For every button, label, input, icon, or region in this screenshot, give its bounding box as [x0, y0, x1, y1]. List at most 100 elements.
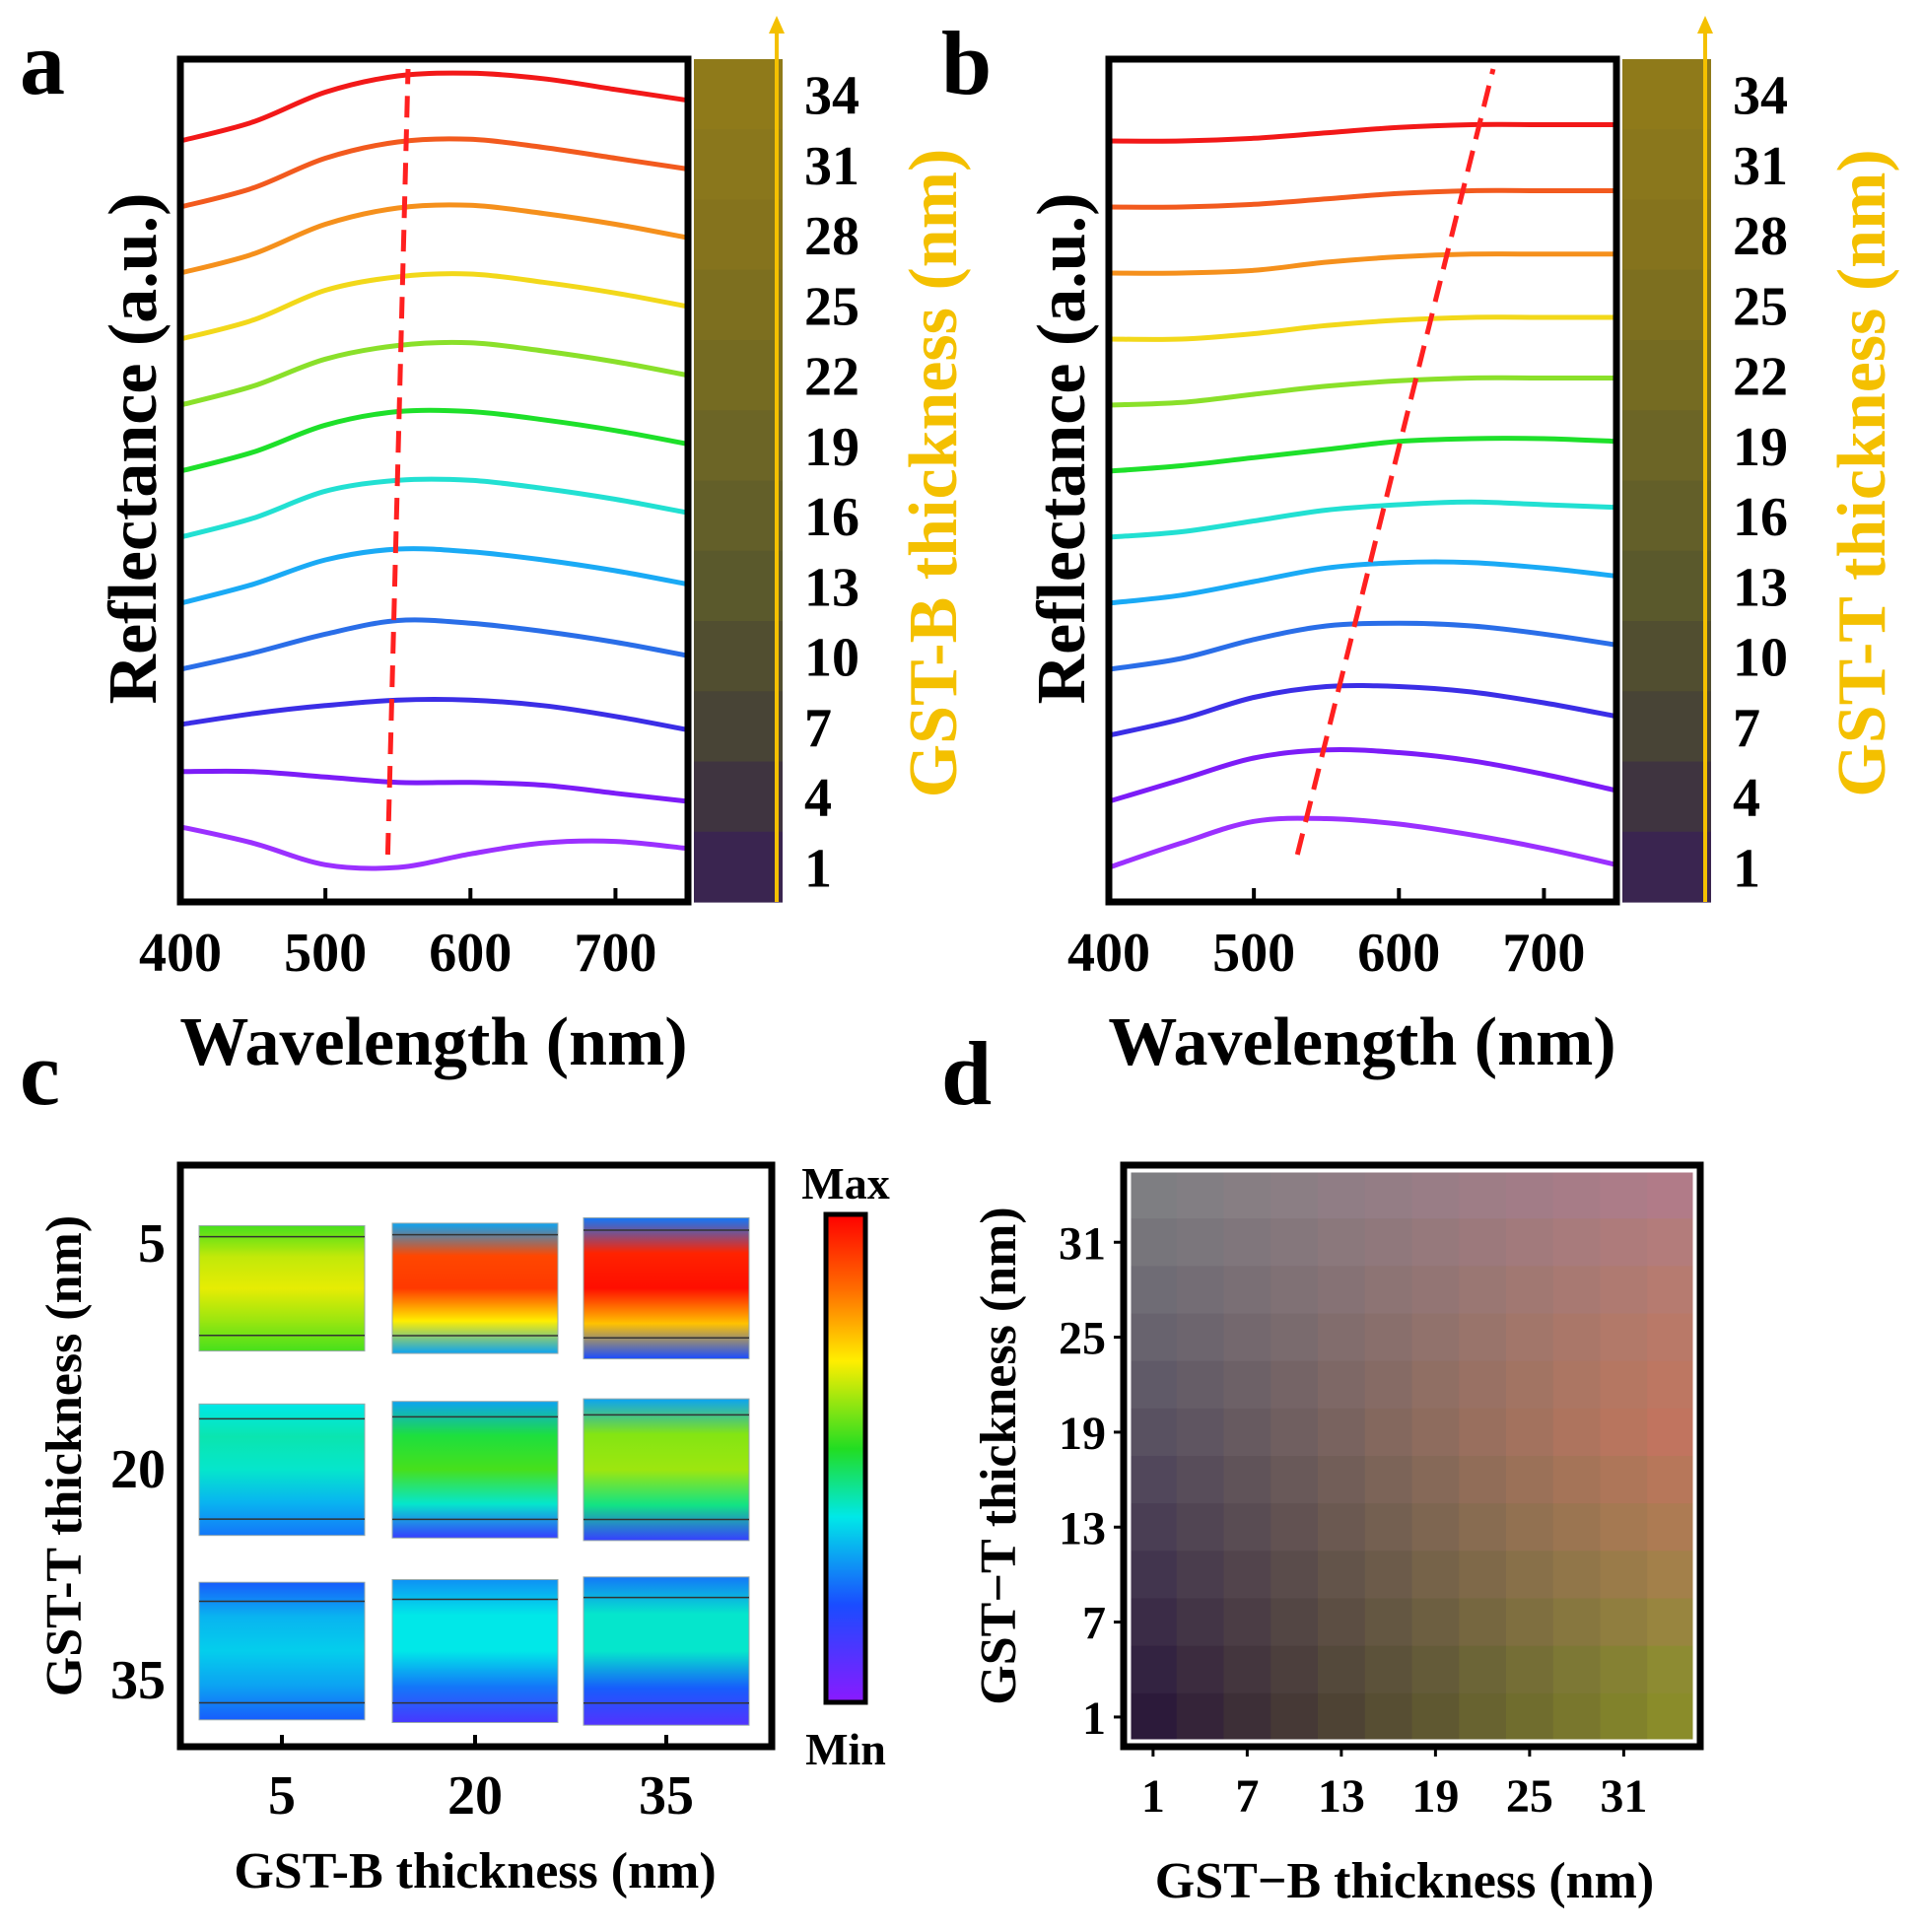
panel-c-cell-t20-b35 [583, 1398, 750, 1542]
a-colorbar-tick-19: 19 [804, 417, 859, 478]
panel-a-trend-line [384, 68, 411, 856]
panel-d-cell-t4-b1 [1130, 1645, 1178, 1694]
panel-d-cell-t1-b13 [1318, 1692, 1366, 1742]
panel-d-cell-t34-b34 [1647, 1171, 1695, 1219]
a-colorbar-segment-1 [694, 831, 783, 903]
panel-d-cell-t19-b22 [1459, 1408, 1507, 1457]
panel-d-xtick-1: 1 [1141, 1770, 1165, 1823]
panel-d-cell-t10-b13 [1318, 1551, 1366, 1600]
panel-d-cell-t4-b31 [1600, 1645, 1648, 1694]
panel-c-cell-t5-b20 [391, 1222, 559, 1354]
panel-c-cell-t5-b5 [198, 1224, 366, 1352]
panel-d-cell-t31-b25 [1506, 1218, 1554, 1267]
panel-c-ytick-20: 20 [110, 1439, 166, 1500]
panel-c-colorbar-min: Min [805, 1724, 886, 1774]
panel-d-cell-t25-b34 [1647, 1313, 1695, 1362]
panel-a-x-axis-title: Wavelength (nm) [179, 1004, 687, 1080]
a-colorbar-tick-31: 31 [804, 136, 859, 197]
panel-d-cell-t28-b25 [1506, 1266, 1554, 1315]
panel-d-cell-t34-b1 [1130, 1171, 1178, 1219]
b-colorbar-segment-34 [1622, 59, 1711, 130]
panel-c-cell-t35-b5 [198, 1581, 366, 1721]
b-series-31 [1108, 187, 1616, 210]
a-colorbar-tick-28: 28 [804, 206, 859, 267]
panel-d-cell-t16-b19 [1411, 1456, 1460, 1504]
panel-d-cell-t1-b1 [1130, 1692, 1178, 1742]
a-colorbar-tick-13: 13 [804, 557, 859, 618]
a-xtick-label-400: 400 [139, 923, 222, 984]
panel-d-cell-t19-b13 [1318, 1408, 1366, 1457]
panel-d-ytick-1: 1 [1082, 1692, 1106, 1745]
b-colorbar-tick-4: 4 [1733, 768, 1760, 829]
panel-d-cell-t19-b19 [1411, 1408, 1460, 1457]
panel-d-cell-t4-b25 [1506, 1645, 1554, 1694]
panel-d-cell-t19-b34 [1647, 1408, 1695, 1457]
b-colorbar-segment-19 [1622, 410, 1711, 482]
panel-d-cell-t28-b1 [1130, 1266, 1178, 1315]
panel-d-cell-t22-b10 [1271, 1360, 1319, 1410]
panel-d-cell-t7-b34 [1647, 1598, 1695, 1647]
panel-d-cell-t4-b16 [1364, 1645, 1413, 1694]
a-colorbar-segment-34 [694, 59, 783, 130]
a-colorbar-tick-16: 16 [804, 487, 859, 548]
b-colorbar-segment-25 [1622, 269, 1711, 341]
panel-d-cell-t16-b7 [1223, 1456, 1271, 1504]
panel-d-cell-t10-b4 [1176, 1551, 1225, 1600]
panel-d-cell-t13-b28 [1552, 1503, 1602, 1552]
panel-d-cell-t25-b10 [1271, 1313, 1319, 1362]
panel-d-cell-t7-b31 [1600, 1598, 1648, 1647]
panel-d-cell-t7-b25 [1506, 1598, 1554, 1647]
b-series-7 [1108, 682, 1617, 738]
panel-a-arrow-head [769, 16, 785, 34]
panel-d-cell-t16-b34 [1647, 1456, 1695, 1504]
panel-b-y-axis-title: Reflectance (a.u.) [1024, 193, 1100, 705]
b-colorbar-tick-28: 28 [1733, 206, 1788, 267]
panel-label-b: b [941, 13, 992, 113]
panel-d-cell-t13-b34 [1647, 1503, 1695, 1552]
panel-d-cell-t28-b13 [1318, 1266, 1366, 1315]
b-xtick-label-600: 600 [1357, 923, 1440, 984]
panel-c-colorbar [823, 1211, 868, 1705]
panel-d-cell-t25-b4 [1176, 1313, 1225, 1362]
panel-d-cell-t31-b19 [1411, 1218, 1460, 1267]
panel-d-cell-t16-b25 [1506, 1456, 1554, 1504]
a-colorbar-segment-31 [694, 129, 783, 201]
panel-b-colorbar [1622, 59, 1711, 903]
panel-label-d: d [941, 1023, 992, 1124]
b-colorbar-segment-22 [1622, 340, 1711, 411]
panel-d-cell-t1-b10 [1271, 1692, 1319, 1742]
a-series-1 [179, 824, 689, 871]
b-colorbar-segment-4 [1622, 761, 1711, 833]
panel-d-cell-t1-b16 [1364, 1692, 1413, 1742]
panel-d-cell-t34-b16 [1364, 1171, 1413, 1219]
a-colorbar-segment-16 [694, 480, 783, 552]
panel-d-cell-t31-b1 [1130, 1218, 1178, 1267]
panel-d-ytick-13: 13 [1059, 1502, 1106, 1554]
b-colorbar-tick-25: 25 [1733, 276, 1788, 337]
panel-b-curves [1108, 121, 1617, 870]
panel-d-xtick-31: 31 [1600, 1770, 1647, 1823]
panel-d-cell-t10-b10 [1271, 1551, 1319, 1600]
b-colorbar-tick-10: 10 [1733, 628, 1788, 689]
a-series-4 [179, 768, 689, 804]
panel-d-xtick-25: 25 [1506, 1770, 1553, 1823]
a-colorbar-tick-22: 22 [804, 347, 859, 408]
panel-d-cell-t22-b4 [1176, 1360, 1225, 1410]
panel-d-cell-t28-b28 [1552, 1266, 1602, 1315]
panel-d-cell-t1-b22 [1459, 1692, 1507, 1742]
panel-d-cell-t34-b13 [1318, 1171, 1366, 1219]
a-xtick-label-600: 600 [429, 923, 512, 984]
a-colorbar-segment-13 [694, 550, 783, 622]
panel-b-x-ticks: 400 500 600 700 [1067, 888, 1585, 984]
panel-d-cell-t4-b34 [1647, 1645, 1695, 1694]
panel-d-cell-t10-b28 [1552, 1551, 1602, 1600]
b-colorbar-tick-13: 13 [1733, 557, 1788, 618]
panel-d-cell-t7-b16 [1364, 1598, 1413, 1647]
a-colorbar-tick-1: 1 [804, 838, 832, 899]
panel-d-y-axis-title: GST−T thickness (nm) [971, 1207, 1027, 1704]
panel-d-cell-t19-b1 [1130, 1408, 1178, 1457]
a-colorbar-tick-34: 34 [804, 66, 859, 127]
panel-d-cell-t13-b7 [1223, 1503, 1271, 1552]
a-series-34 [179, 70, 689, 144]
